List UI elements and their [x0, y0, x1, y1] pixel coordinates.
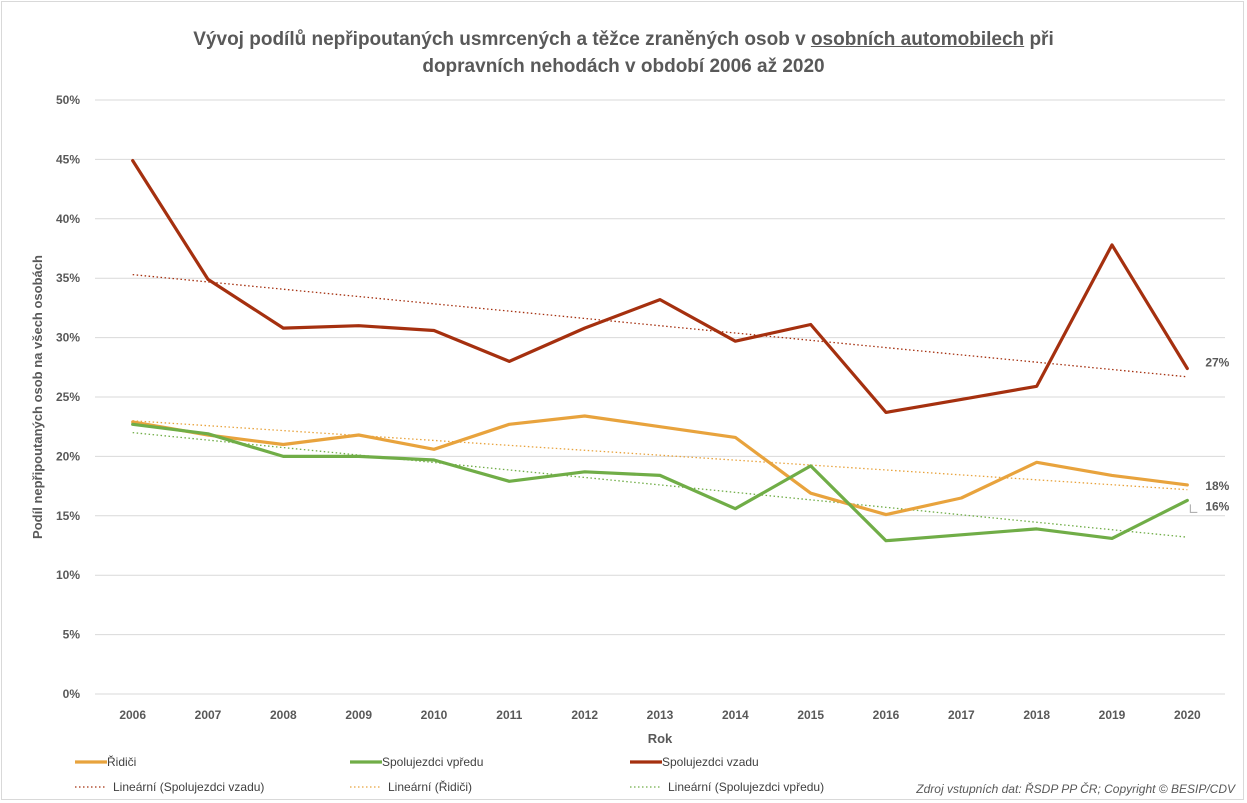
y-tick-label: 50% [56, 93, 80, 107]
series-lines [131, 159, 1189, 543]
gridlines [95, 99, 1225, 695]
title-line2: dopravních nehodách v období 2006 až 202… [422, 56, 825, 77]
x-tick-label: 2010 [421, 708, 448, 722]
y-axis-ticks: 0% 5% 10% 15% 20% 25% 30% 35% 40% 45% 50% [56, 93, 80, 701]
trendline [132, 431, 1188, 538]
y-tick-label: 30% [56, 331, 80, 345]
title-line1-underlined: osobních automobilech [810, 29, 1025, 50]
x-tick-label: 2018 [1023, 708, 1050, 722]
legend-trend-label: Lineární (Řidiči) [388, 779, 472, 794]
y-tick-label: 10% [56, 568, 80, 582]
x-tick-label: 2016 [873, 708, 900, 722]
trendline [132, 273, 1188, 378]
x-tick-label: 2019 [1099, 708, 1126, 722]
x-axis-title: Rok [648, 731, 673, 746]
x-tick-label: 2008 [270, 708, 297, 722]
x-tick-label: 2013 [647, 708, 674, 722]
x-tick-label: 2011 [496, 708, 522, 722]
legend-label: Spolujezdci vpředu [382, 755, 483, 769]
y-tick-label: 15% [56, 509, 80, 523]
x-tick-label: 2015 [797, 708, 824, 722]
x-tick-label: 2012 [571, 708, 598, 722]
title-line1-pre: Vývoj podílů nepřipoutaných usmrcených a… [193, 29, 811, 50]
x-tick-label: 2009 [345, 708, 372, 722]
series-line [131, 414, 1189, 517]
legend-label: Spolujezdci vzadu [662, 755, 759, 769]
x-tick-label: 2020 [1174, 708, 1201, 722]
y-tick-label: 20% [56, 449, 80, 463]
y-tick-label: 40% [56, 212, 80, 226]
legend-trend-label: Lineární (Spolujezdci vzadu) [113, 780, 264, 794]
trendline [132, 420, 1188, 491]
legend: Řidiči Spolujezdci vpředu Spolujezdci vzad… [75, 754, 824, 794]
end-labels: 18% 16% 27% [1189, 355, 1230, 513]
y-tick-label: 45% [56, 152, 80, 166]
legend-trend-label: Lineární (Spolujezdci vpředu) [668, 780, 824, 794]
title-line1-post: při [1024, 29, 1054, 50]
end-data-label: 16% [1205, 499, 1229, 513]
y-tick-label: 25% [56, 390, 80, 404]
x-tick-label: 2006 [119, 708, 146, 722]
y-tick-label: 0% [63, 687, 81, 701]
end-data-label: 27% [1205, 355, 1229, 369]
y-tick-label: 5% [63, 628, 81, 642]
chart-title: Vývoj podílů nepřipoutaných usmrcených a… [0, 26, 1247, 80]
series-line [131, 159, 1189, 414]
source-note: Zdroj vstupních dat: ŘSDP PP ČR; Copyrig… [915, 781, 1236, 796]
leader-line [1189, 504, 1198, 513]
x-tick-label: 2017 [948, 708, 975, 722]
end-data-label: 18% [1205, 479, 1229, 493]
legend-label: Řidiči [107, 754, 136, 769]
x-tick-label: 2007 [195, 708, 222, 722]
series-line [131, 422, 1189, 543]
y-axis-title: Podíl nepřipoutaných osob na všech osobá… [30, 255, 45, 539]
y-tick-label: 35% [56, 271, 80, 285]
x-tick-label: 2014 [722, 708, 749, 722]
trendlines [132, 273, 1188, 538]
x-axis-ticks: 2006 2007 2008 2009 2010 2011 2012 2013 2014 2015… [119, 708, 1201, 722]
